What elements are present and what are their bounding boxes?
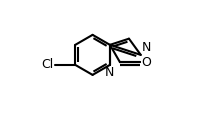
Text: N: N <box>141 41 151 54</box>
Text: O: O <box>141 56 151 69</box>
Text: N: N <box>105 66 115 79</box>
Text: Cl: Cl <box>41 58 54 71</box>
